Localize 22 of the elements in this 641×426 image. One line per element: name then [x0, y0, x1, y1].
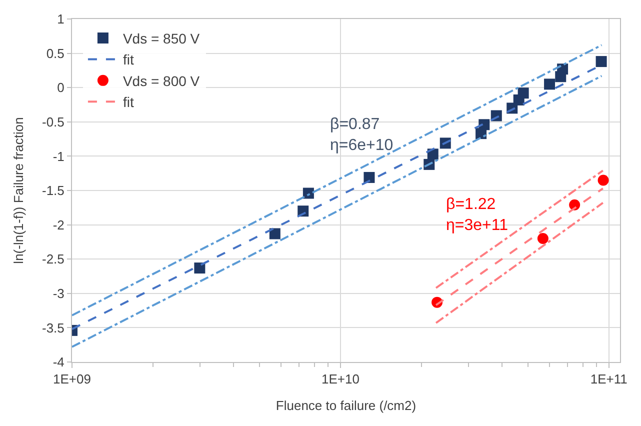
y-tick-label: -1.5	[42, 183, 64, 198]
y-tick-label: -1	[52, 148, 64, 164]
x-tick-label: 1E+10	[321, 372, 360, 387]
annotation: β=1.22 η=3e+11	[446, 196, 508, 234]
y-tick-label: -2	[52, 217, 64, 232]
y-tick-label: 0	[57, 80, 64, 96]
x-tick-label: 1E+09	[53, 372, 91, 387]
y-tick-label: -3.5	[42, 320, 64, 336]
y-tick-label: -0.5	[42, 114, 64, 130]
y-tick-label: 0.5	[46, 46, 64, 61]
legend-label: Vds = 800 V	[122, 72, 200, 89]
y-tick-label: -4	[52, 354, 64, 370]
y-tick-label: -2.5	[42, 252, 64, 267]
legend-label: fit	[122, 52, 134, 68]
x-tick-label: 1E+11	[590, 372, 628, 387]
y-tick-label: 1	[57, 12, 64, 27]
legend-label: Vds = 850 V	[122, 30, 200, 46]
y-tick-label: -3	[52, 286, 64, 301]
y-axis-title: ln(-ln(1-f)) Failure fraction	[10, 117, 26, 264]
annotation: β=0.87 η=6e+10	[330, 116, 394, 154]
legend-label: fit	[122, 94, 134, 110]
x-axis-title: Fluence to failure (/cm2)	[276, 398, 416, 414]
